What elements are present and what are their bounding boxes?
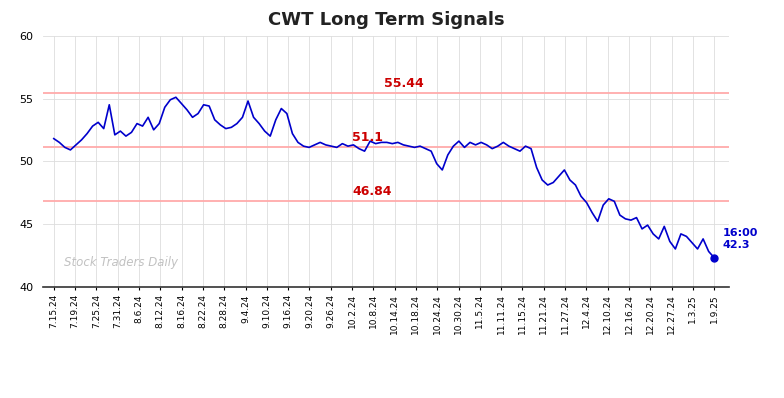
Text: 46.84: 46.84 — [352, 185, 391, 198]
Text: Stock Traders Daily: Stock Traders Daily — [64, 256, 178, 269]
Text: 16:00
42.3: 16:00 42.3 — [723, 228, 758, 250]
Title: CWT Long Term Signals: CWT Long Term Signals — [268, 11, 504, 29]
Text: 55.44: 55.44 — [384, 77, 423, 90]
Text: 51.1: 51.1 — [352, 131, 383, 144]
